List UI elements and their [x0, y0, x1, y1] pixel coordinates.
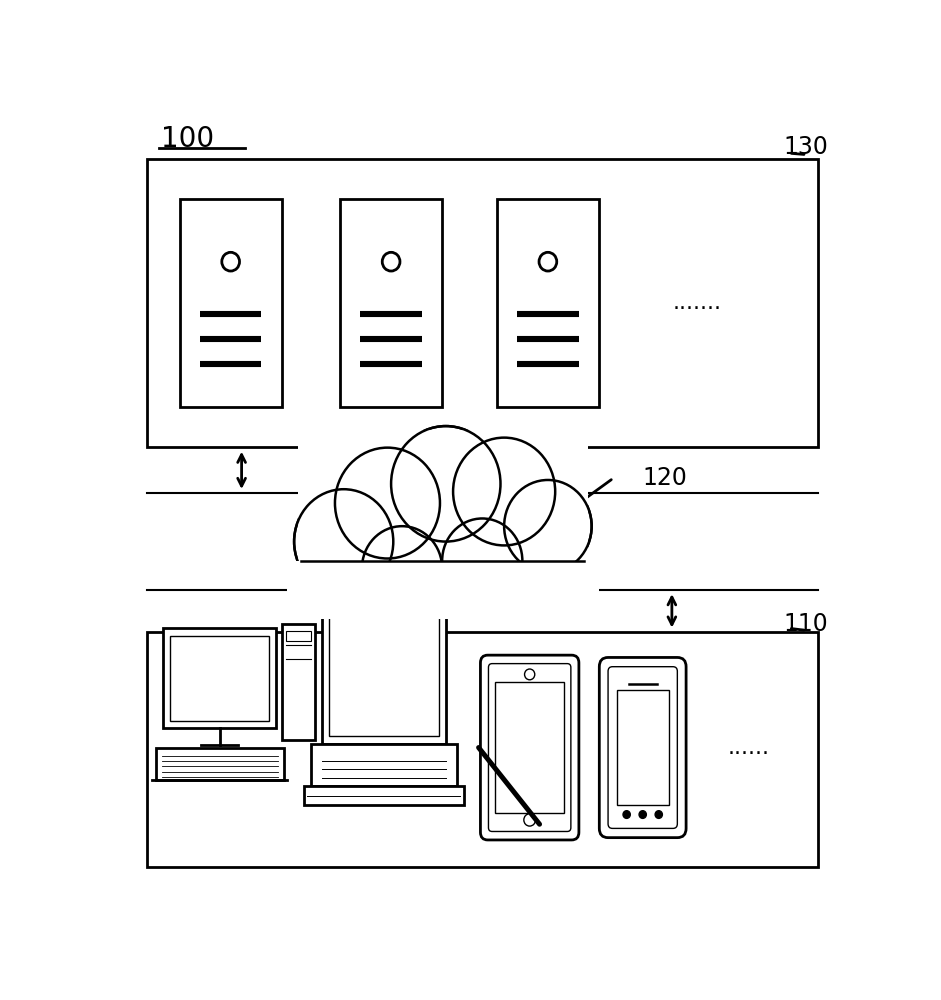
- Bar: [147, 159, 818, 447]
- Circle shape: [222, 252, 240, 271]
- Bar: [147, 632, 818, 867]
- Circle shape: [639, 811, 646, 818]
- Bar: [497, 199, 598, 407]
- FancyBboxPatch shape: [481, 655, 579, 840]
- Circle shape: [524, 814, 535, 826]
- Bar: [286, 631, 311, 641]
- Bar: [616, 690, 669, 805]
- Circle shape: [362, 526, 442, 611]
- FancyBboxPatch shape: [297, 430, 588, 607]
- FancyBboxPatch shape: [156, 748, 283, 780]
- Bar: [163, 628, 277, 728]
- Bar: [311, 744, 456, 786]
- Circle shape: [524, 669, 534, 680]
- Bar: [287, 561, 598, 619]
- Circle shape: [504, 480, 592, 572]
- Text: .......: .......: [673, 293, 722, 313]
- Text: 100: 100: [162, 125, 215, 153]
- Bar: [170, 636, 269, 721]
- Circle shape: [295, 489, 393, 594]
- Text: ......: ......: [727, 738, 770, 758]
- Bar: [495, 682, 565, 813]
- Circle shape: [623, 811, 630, 818]
- Text: 130: 130: [784, 135, 829, 159]
- Bar: [322, 609, 446, 744]
- Circle shape: [391, 426, 501, 542]
- Circle shape: [454, 438, 555, 545]
- Circle shape: [335, 448, 440, 559]
- Bar: [340, 199, 442, 407]
- Text: 120: 120: [643, 466, 688, 490]
- Bar: [329, 617, 439, 736]
- Circle shape: [382, 252, 400, 271]
- Circle shape: [655, 811, 662, 818]
- Bar: [282, 624, 315, 740]
- Circle shape: [539, 252, 557, 271]
- Text: 110: 110: [784, 612, 829, 636]
- Circle shape: [442, 518, 522, 603]
- FancyBboxPatch shape: [304, 786, 464, 805]
- FancyBboxPatch shape: [599, 657, 686, 838]
- Bar: [180, 199, 281, 407]
